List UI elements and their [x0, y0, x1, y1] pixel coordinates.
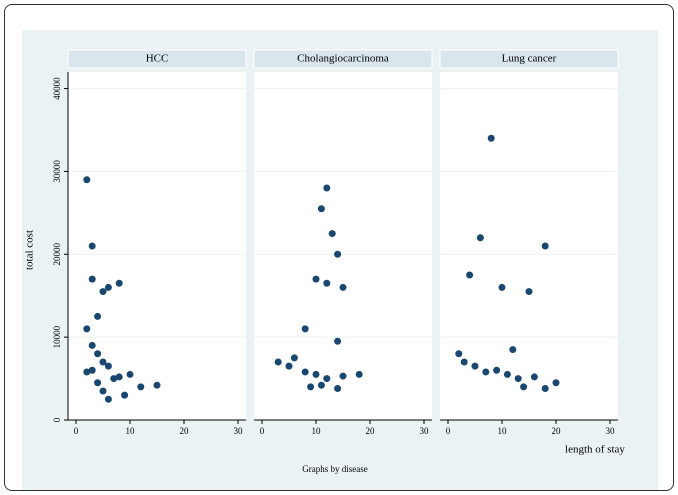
- facet-header: [253, 49, 433, 69]
- data-point: [455, 350, 463, 358]
- data-point: [104, 362, 112, 370]
- data-point: [355, 370, 363, 378]
- y-axis-title: total cost: [24, 230, 36, 270]
- data-point: [115, 373, 123, 381]
- data-point: [525, 288, 533, 296]
- plot-region: [440, 72, 618, 420]
- data-point: [104, 283, 112, 291]
- plot-region: [68, 72, 246, 420]
- x-axis-title: length of stay: [565, 444, 625, 456]
- data-point: [110, 375, 118, 383]
- plot-region: [254, 72, 432, 420]
- data-point: [334, 337, 342, 345]
- data-point: [99, 387, 107, 395]
- data-point: [334, 250, 342, 258]
- x-tick-label: 30: [420, 426, 430, 436]
- data-point: [541, 385, 549, 393]
- x-tick-label: 20: [180, 426, 190, 436]
- data-point: [301, 368, 309, 376]
- data-point: [334, 385, 342, 393]
- data-point: [312, 275, 320, 283]
- data-point: [503, 370, 511, 378]
- y-tick-label: 30000: [52, 160, 62, 183]
- data-point: [88, 242, 96, 250]
- facet-header: [67, 49, 247, 69]
- x-tick-label: 10: [312, 426, 322, 436]
- data-point: [482, 368, 490, 376]
- facet-title: Lung cancer: [502, 53, 557, 65]
- data-point: [121, 391, 129, 399]
- facet-title: Cholangiocarcinoma: [297, 53, 389, 65]
- data-point: [307, 383, 315, 391]
- y-tick-label: 40000: [52, 77, 62, 100]
- data-point: [530, 373, 538, 381]
- data-point: [541, 242, 549, 250]
- data-point: [514, 375, 522, 383]
- data-point: [83, 368, 91, 376]
- y-tick-label: 0: [52, 417, 62, 422]
- data-point: [476, 234, 484, 242]
- data-point: [99, 288, 107, 296]
- data-point: [339, 372, 347, 380]
- data-point: [323, 184, 331, 192]
- data-point: [466, 271, 474, 279]
- data-point: [290, 354, 298, 362]
- data-point: [274, 358, 282, 366]
- y-tick-label: 20000: [52, 243, 62, 266]
- data-point: [509, 346, 517, 354]
- data-point: [317, 205, 325, 213]
- data-point: [83, 325, 91, 333]
- x-tick-label: 30: [606, 426, 616, 436]
- data-point: [460, 358, 468, 366]
- x-tick-label: 10: [126, 426, 136, 436]
- x-tick-label: 10: [498, 426, 508, 436]
- data-point: [301, 325, 309, 333]
- data-point: [285, 362, 293, 370]
- x-tick-label: 0: [446, 426, 451, 436]
- data-point: [115, 279, 123, 287]
- data-point: [328, 230, 336, 238]
- data-point: [94, 379, 102, 387]
- data-point: [498, 283, 506, 291]
- x-tick-label: 30: [234, 426, 244, 436]
- frame: [4, 4, 674, 491]
- data-point: [520, 383, 528, 391]
- data-point: [323, 279, 331, 287]
- facet-header: [439, 49, 619, 69]
- data-point: [323, 375, 331, 383]
- data-point: [126, 370, 134, 378]
- data-point: [312, 370, 320, 378]
- data-point: [487, 134, 495, 142]
- data-point: [94, 350, 102, 358]
- data-point: [88, 341, 96, 349]
- data-point: [339, 283, 347, 291]
- data-point: [317, 381, 325, 389]
- data-point: [471, 362, 479, 370]
- facet-title: HCC: [146, 53, 169, 65]
- data-point: [88, 275, 96, 283]
- x-tick-label: 20: [552, 426, 562, 436]
- data-point: [153, 381, 161, 389]
- data-point: [88, 366, 96, 374]
- x-tick-label: 0: [74, 426, 79, 436]
- x-tick-label: 20: [366, 426, 376, 436]
- data-point: [94, 312, 102, 320]
- data-point: [83, 176, 91, 184]
- data-point: [493, 366, 501, 374]
- data-point: [137, 383, 145, 391]
- data-point: [104, 395, 112, 403]
- y-tick-label: 10000: [52, 325, 62, 348]
- x-tick-label: 0: [260, 426, 265, 436]
- data-point: [552, 379, 560, 387]
- note: Graphs by disease: [302, 464, 367, 474]
- data-point: [99, 358, 107, 366]
